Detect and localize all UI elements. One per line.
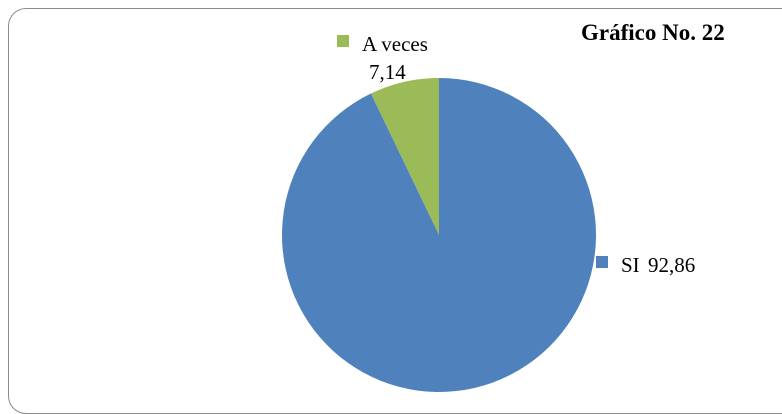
pie-chart: A veces 7,14 SI 92,86: [282, 32, 695, 393]
pie-slice-si: [282, 78, 596, 393]
legend-marker-si: [596, 256, 608, 268]
pie-slice-a-veces: [370, 78, 439, 235]
slice-value-si: 92,86: [648, 253, 695, 277]
slice-label-si: SI: [621, 253, 640, 277]
slice-label-a-veces: A veces: [362, 32, 428, 56]
slice-value-a-veces: 7,14: [369, 60, 406, 84]
legend-marker-a-veces: [337, 35, 349, 47]
chart-title: Gráfico No. 22: [581, 20, 725, 45]
pie-slices: [282, 78, 596, 393]
